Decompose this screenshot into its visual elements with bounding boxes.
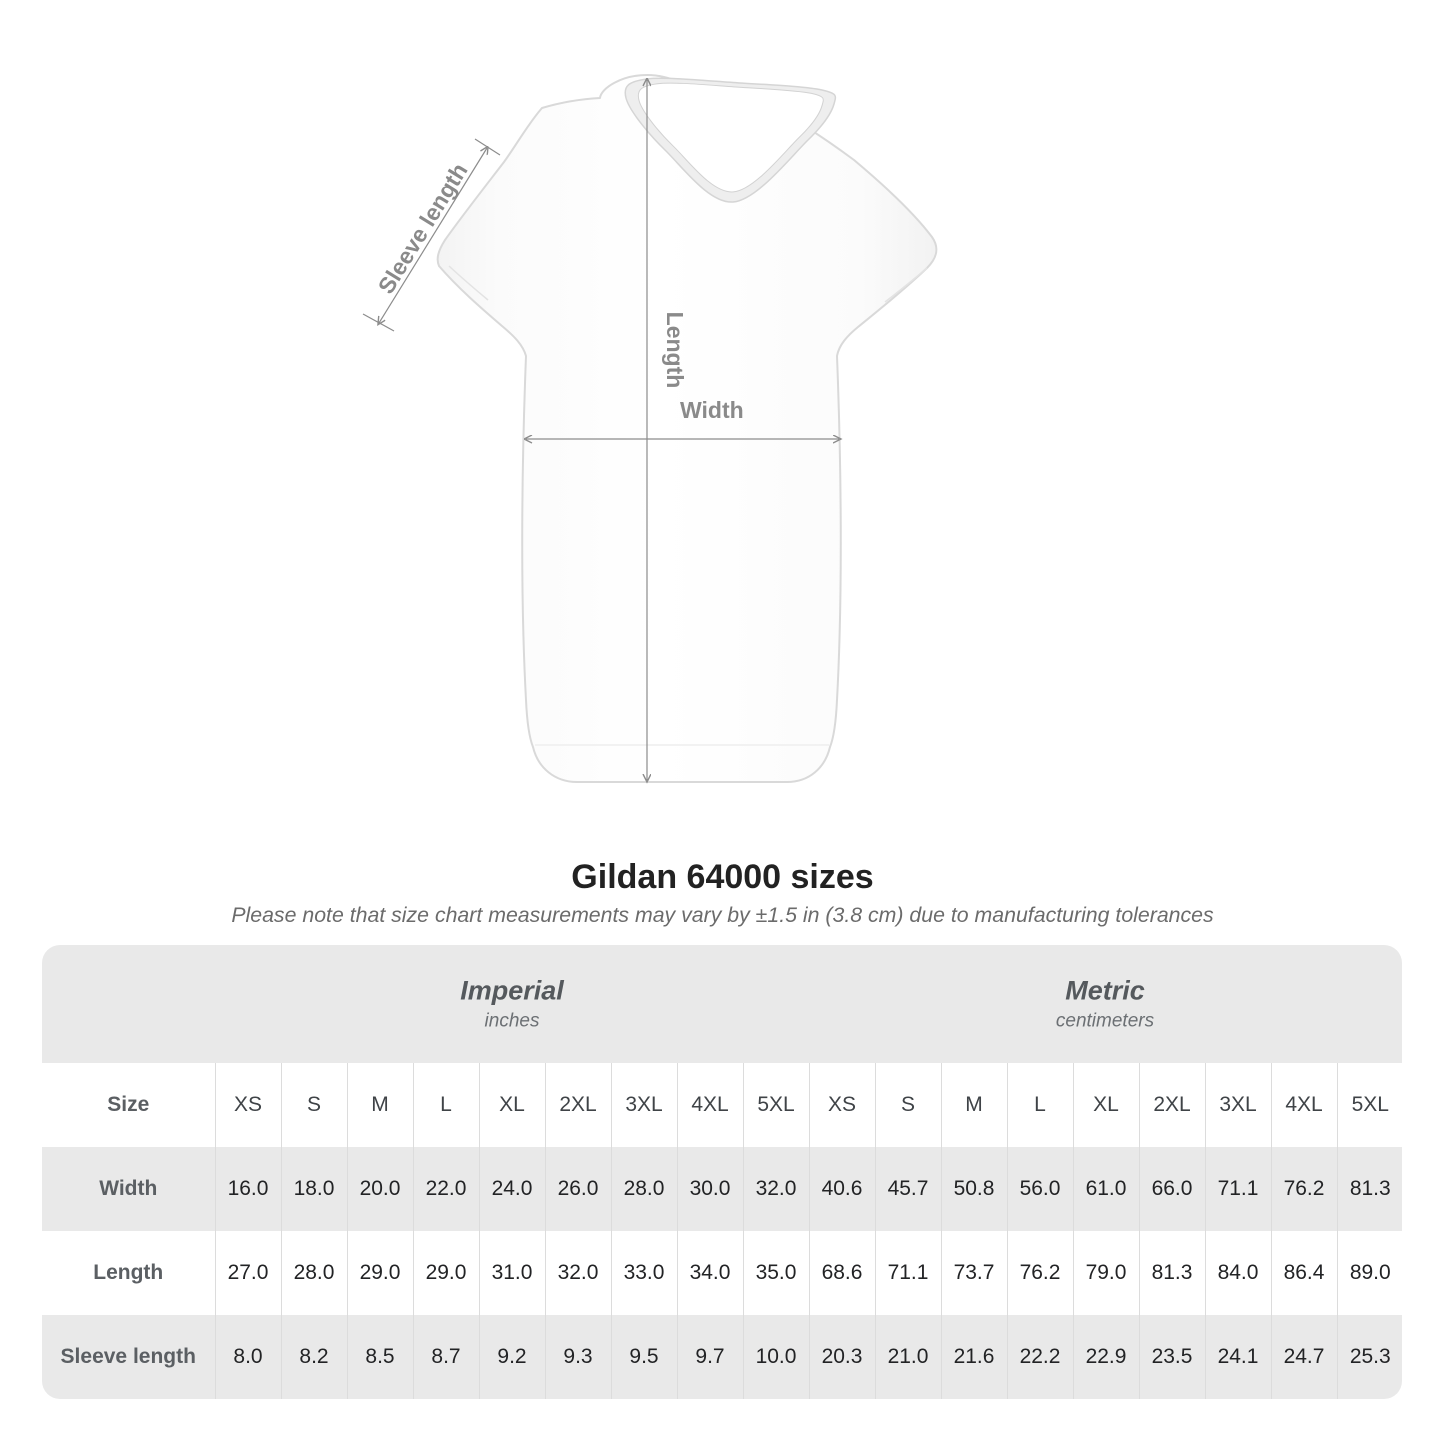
svg-text:Length: Length: [662, 312, 688, 389]
svg-text:Width: Width: [680, 397, 744, 423]
